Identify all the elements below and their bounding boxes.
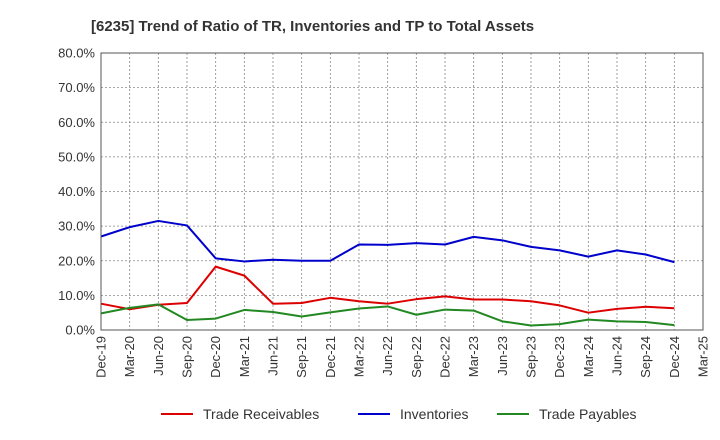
x-tick-label: Mar-23 xyxy=(466,336,481,377)
x-tick-label: Mar-22 xyxy=(352,336,367,377)
x-tick-label: Sep-24 xyxy=(638,336,653,378)
series-line-trade-receivables xyxy=(100,265,675,314)
legend: Trade Receivables Inventories Trade Payabl… xyxy=(161,406,637,422)
x-tick-label: Jun-20 xyxy=(151,336,166,376)
x-tick-label: Sep-21 xyxy=(294,336,309,378)
y-tick-label: 60.0% xyxy=(58,115,95,130)
x-tick-label: Dec-23 xyxy=(552,336,567,378)
series-line-inventories xyxy=(100,219,675,264)
x-tick-label: Mar-25 xyxy=(696,336,711,377)
legend-label-inventories: Inventories xyxy=(400,406,468,422)
x-tick-label: Sep-22 xyxy=(409,336,424,378)
x-tick-label: Dec-21 xyxy=(323,336,338,378)
y-axis-tick-labels: 0.0% 10.0% 20.0% 30.0% 40.0% 50.0% 60.0% 70.0% 8… xyxy=(58,46,95,338)
series-line-trade-payables xyxy=(100,303,675,327)
x-tick-label: Sep-20 xyxy=(180,336,195,378)
grid-layer xyxy=(100,52,704,331)
x-axis-tick-labels: Dec-19 Mar-20 Jun-20 Sep-20 Dec-20 Mar-21 Jun-… xyxy=(94,336,711,378)
x-tick-label: Dec-24 xyxy=(667,336,682,378)
x-tick-label: Mar-21 xyxy=(237,336,252,377)
x-tick-label: Jun-21 xyxy=(266,336,281,376)
plot-frame xyxy=(100,52,704,331)
y-tick-label: 30.0% xyxy=(58,219,95,234)
x-tick-label: Jun-22 xyxy=(380,336,395,376)
legend-label-trade-payables: Trade Payables xyxy=(539,406,637,422)
y-tick-label: 10.0% xyxy=(58,288,95,303)
series-layer xyxy=(100,219,675,327)
x-tick-label: Dec-20 xyxy=(208,336,223,378)
y-tick-label: 80.0% xyxy=(58,46,95,61)
x-tick-label: Sep-23 xyxy=(524,336,539,378)
x-tick-label: Dec-22 xyxy=(438,336,453,378)
y-tick-label: 70.0% xyxy=(58,80,95,95)
legend-label-trade-receivables: Trade Receivables xyxy=(203,406,319,422)
chart-title: [6235] Trend of Ratio of TR, Inventories… xyxy=(91,18,534,35)
y-tick-label: 20.0% xyxy=(58,253,95,268)
y-tick-label: 40.0% xyxy=(58,184,95,199)
x-tick-label: Mar-24 xyxy=(581,336,596,377)
x-tick-label: Dec-19 xyxy=(94,336,109,378)
y-tick-label: 0.0% xyxy=(65,323,95,338)
y-tick-label: 50.0% xyxy=(58,149,95,164)
x-tick-label: Mar-20 xyxy=(122,336,137,377)
x-tick-label: Jun-23 xyxy=(495,336,510,376)
x-tick-label: Jun-24 xyxy=(610,336,625,376)
